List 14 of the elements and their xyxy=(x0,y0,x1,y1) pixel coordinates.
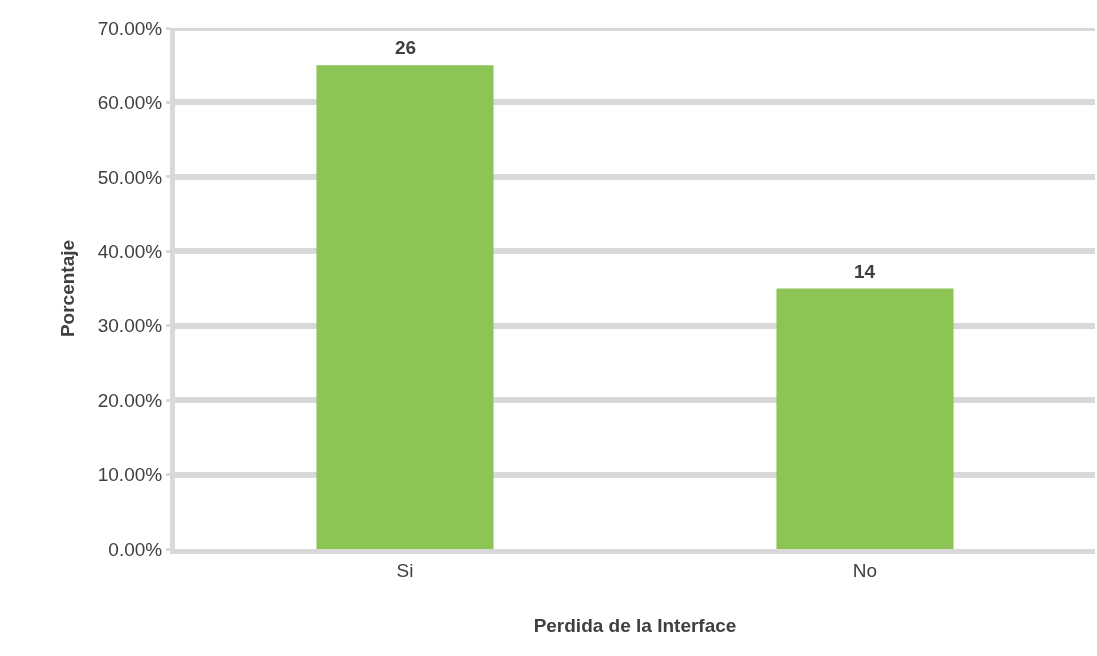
x-tick-label: No xyxy=(852,559,878,581)
y-axis-title: Porcentaje xyxy=(56,239,78,338)
annotation: 26 xyxy=(395,37,417,58)
y-tick-label: 50.00% xyxy=(97,166,163,188)
annotation: 14 xyxy=(854,261,876,282)
y-tick-label: 40.00% xyxy=(97,240,163,262)
x-axis-title: Perdida de la Interface xyxy=(533,614,737,636)
x-tick-label: Si xyxy=(396,559,414,581)
y-tick-label: 70.00% xyxy=(97,17,163,39)
y-tick-label: 0.00% xyxy=(108,538,163,560)
y-tick-label: 10.00% xyxy=(97,464,163,486)
y-tick-label: 60.00% xyxy=(97,92,163,114)
y-tick-label: 20.00% xyxy=(97,389,163,411)
y-tick-label: 30.00% xyxy=(97,315,163,337)
